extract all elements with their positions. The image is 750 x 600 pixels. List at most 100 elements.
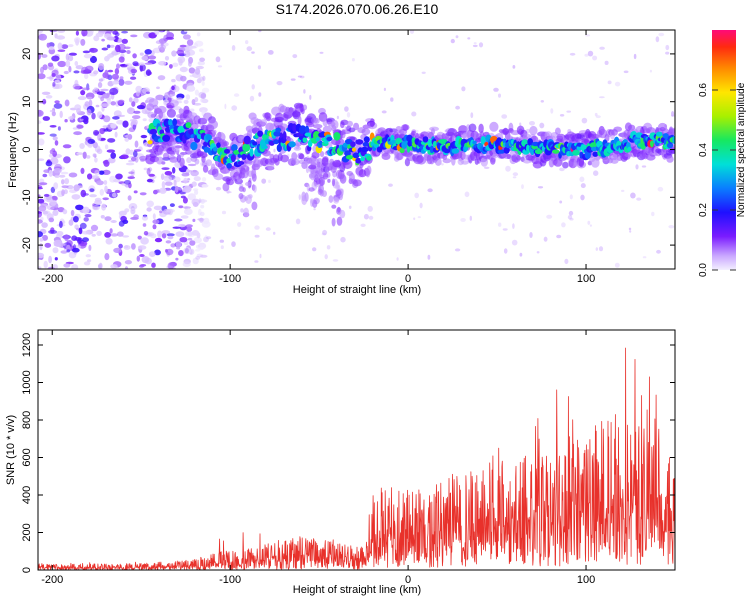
spectrogram-speckle [493,87,499,92]
spectrogram-speckle [651,211,655,217]
spectrogram-noise-cell [170,243,176,248]
spectrogram-noise-cell [187,231,193,236]
spectrogram-noise-cell [55,74,62,80]
spectrogram-noise-cell [167,91,176,95]
snr-panel: -200 -100 0 100 0 200 400 600 800 1000 1200 Heigh… [5,329,676,596]
spectrogram-noise-cell [48,42,55,48]
spectrogram-speckle [642,256,647,259]
spectrogram-noise-cell [131,243,136,250]
spectrogram-noise-cell [48,217,55,223]
spectrogram-noise-cell [122,210,128,214]
spectrogram-noise-cell [87,173,93,180]
y-tick-label: 200 [21,523,33,541]
spectrogram-noise-cell [80,38,86,46]
spectrogram-speckle [200,93,207,99]
spectrogram-speckle [231,241,236,248]
spectrogram-noise-cell [157,75,166,81]
spectrogram-band-cell [203,141,209,147]
spectrogram-noise-cell [181,172,190,177]
spectrogram-noise-cell [73,37,81,44]
spectrogram-noise-cell [141,215,149,221]
y-tick-label: 800 [21,411,33,429]
spectrogram-band-cell [216,142,221,148]
spectrogram-noise-cell [152,219,160,224]
spectrogram-speckle [419,202,423,209]
spectrogram-speckle [265,227,271,231]
spectrogram-noise-cell [129,149,134,155]
spectrogram-band-cell [351,147,357,152]
spectrogram-noise-cell [113,178,121,183]
spectrogram-speckle [502,228,508,231]
snr-y-axis: 0 200 400 600 800 1000 1200 [21,333,675,573]
spectrogram-noise-cell [68,65,72,73]
spectrogram-speckle [413,217,416,220]
spectrogram-speckle [237,222,242,227]
spectrogram-noise-cell [161,181,166,189]
spectrogram-speckle [324,254,328,260]
spectrogram-noise-cell [94,169,100,176]
colorbar-tick-label: 0.6 [698,83,709,97]
spectrogram-noise-cell [184,248,189,254]
spectrogram-halo-cell [332,160,342,168]
spectrogram-speckle [390,97,394,102]
spectrogram-noise-cell [105,238,113,245]
spectrogram-speckle [511,239,518,246]
spectrogram-speckle [417,216,421,219]
spectrogram-speckle [427,254,431,260]
spectrogram-speckle [536,251,540,254]
spectrogram-noise-cell [52,247,59,254]
spectrogram-noise-cell [83,118,89,125]
spectrogram-speckle [351,58,355,62]
spectrogram-noise-cell [148,32,157,39]
spectrogram-noise-cell [104,253,110,261]
spectrogram-noise-cell [126,50,131,54]
spectrogram-noise-cell [102,72,108,79]
x-tick-label: -100 [219,574,241,586]
spectrogram-speckle [192,170,197,173]
spectrogram-speckle [219,239,224,243]
spectrogram-noise-cell [76,108,81,114]
spectrogram-noise-cell [51,111,56,117]
spectrogram-speckle [309,94,312,100]
spectrogram-noise-cell [118,243,123,249]
spectrogram-noise-cell [191,181,197,187]
spectrogram-speckle [670,114,675,117]
spectrogram-speckle [569,217,574,221]
spectrogram-noise-cell [79,143,85,149]
spectrogram-halo-cell [353,122,360,131]
spectrogram-speckle [460,218,466,222]
spectrogram-noise-cell [109,228,113,234]
spectrogram-x-axis-label: Height of straight line (km) [293,284,421,296]
spectrogram-noise-cell [42,173,48,178]
spectrogram-halo-cell [169,156,179,163]
spectrogram-speckle [556,234,562,239]
spectrogram-speckle [567,215,573,220]
spectrogram-noise-cell [171,50,177,57]
spectrogram-noise-cell [164,171,173,176]
spectrogram-noise-cell [61,189,65,197]
spectrogram-noise-cell [198,91,207,99]
spectrogram-noise-cell [38,219,43,224]
spectrogram-speckle [569,194,573,200]
spectrogram-noise-cell [43,193,50,197]
spectrogram-noise-cell [136,90,140,97]
spectrogram-noise-cell [178,205,184,209]
spectrogram-noise-cell [179,66,188,73]
spectrogram-noise-cell [71,264,79,269]
spectrogram-noise-cell [64,178,70,185]
spectrogram-noise-cell [43,260,48,269]
spectrogram-speckle [198,198,202,203]
spectrogram-noise-cell [118,78,125,86]
spectrogram-speckle [303,89,306,94]
spectrogram-noise-cell [102,197,109,201]
spectrogram-noise-cell [126,107,136,115]
spectrogram-halo-cell [461,160,469,165]
spectrogram-halo-cell [163,152,170,160]
spectrogram-noise-cell [112,192,117,198]
spectrogram-halo-cell [208,119,219,130]
spectrogram-band-cell [503,146,510,154]
spectrogram-band-cell [422,136,429,143]
spectrogram-noise-cell [54,174,60,178]
spectrogram-streak [331,204,337,209]
spectrogram-speckle [512,172,519,177]
